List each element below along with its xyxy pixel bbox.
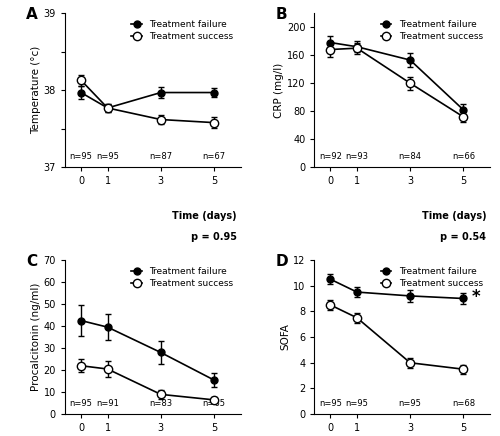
Text: D: D [276, 254, 288, 269]
Text: n=92: n=92 [319, 152, 342, 161]
Y-axis label: SOFA: SOFA [280, 324, 290, 351]
Text: n=95: n=95 [319, 399, 342, 408]
Text: n=93: n=93 [346, 152, 368, 161]
Text: Time (days): Time (days) [422, 211, 486, 221]
Text: n=83: n=83 [149, 399, 172, 408]
Text: n=91: n=91 [96, 399, 119, 408]
Text: n=66: n=66 [452, 152, 475, 161]
Text: B: B [276, 7, 287, 22]
Text: *: * [472, 288, 480, 306]
Text: n=84: n=84 [398, 152, 421, 161]
Text: n=95: n=95 [70, 152, 92, 161]
Text: n=65: n=65 [202, 399, 226, 408]
Text: C: C [26, 254, 38, 269]
Text: n=67: n=67 [202, 152, 226, 161]
Text: Time (days): Time (days) [172, 211, 237, 221]
Text: p = 0.95: p = 0.95 [191, 232, 237, 242]
Y-axis label: Temperature (°c): Temperature (°c) [31, 46, 41, 134]
Text: n=68: n=68 [452, 399, 475, 408]
Text: n=95: n=95 [346, 399, 368, 408]
Text: n=95: n=95 [398, 399, 421, 408]
Text: A: A [26, 7, 38, 22]
Text: n=87: n=87 [149, 152, 172, 161]
Y-axis label: Procalcitonin (ng/ml): Procalcitonin (ng/ml) [31, 283, 41, 391]
Text: p = 0.54: p = 0.54 [440, 232, 486, 242]
Legend: Treatment failure, Treatment success: Treatment failure, Treatment success [128, 265, 236, 290]
Y-axis label: CRP (mg/l): CRP (mg/l) [274, 63, 284, 118]
Legend: Treatment failure, Treatment success: Treatment failure, Treatment success [378, 17, 486, 44]
Text: n=95: n=95 [70, 399, 92, 408]
Legend: Treatment failure, Treatment success: Treatment failure, Treatment success [378, 265, 486, 290]
Text: n=95: n=95 [96, 152, 119, 161]
Legend: Treatment failure, Treatment success: Treatment failure, Treatment success [128, 17, 236, 44]
